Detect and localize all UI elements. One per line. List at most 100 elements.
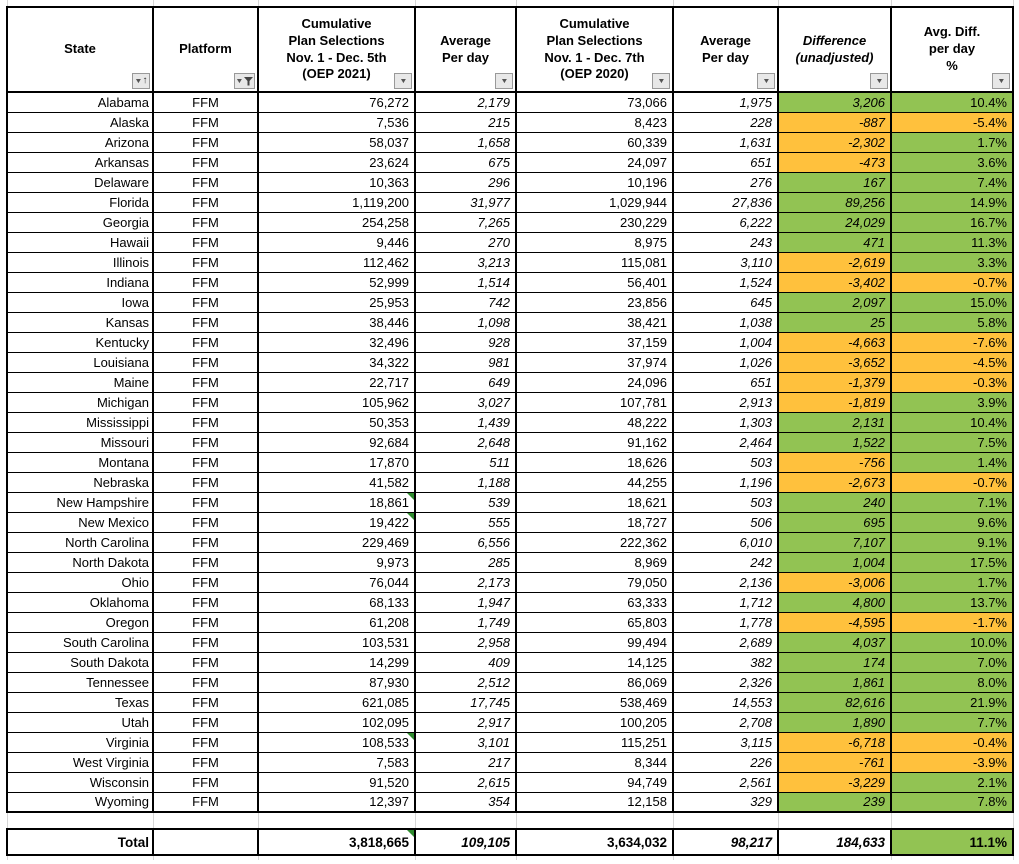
state-cell[interactable]: South Dakota — [6, 651, 154, 673]
state-cell[interactable]: Delaware — [6, 171, 154, 193]
platform-cell[interactable]: FFM — [152, 711, 259, 733]
cum-2021-cell[interactable]: 1,119,200 — [257, 191, 416, 213]
avg-2021-cell[interactable]: 2,648 — [414, 431, 517, 453]
cum-2021-cell[interactable]: 22,717 — [257, 371, 416, 393]
state-cell[interactable]: Arizona — [6, 131, 154, 153]
avg-2021-cell[interactable]: 675 — [414, 151, 517, 173]
cum-2020-cell[interactable]: 65,803 — [515, 611, 674, 633]
avg-2020-cell[interactable]: 27,836 — [672, 191, 779, 213]
cum-2021-cell[interactable]: 7,536 — [257, 111, 416, 133]
avg-2021-cell[interactable]: 17,745 — [414, 691, 517, 713]
avg-2020-cell[interactable]: 503 — [672, 491, 779, 513]
avg-2020-cell[interactable]: 2,708 — [672, 711, 779, 733]
difference-cell[interactable]: 82,616 — [777, 691, 892, 713]
avg-2020-cell[interactable]: 2,464 — [672, 431, 779, 453]
avg-2021-cell[interactable]: 981 — [414, 351, 517, 373]
difference-cell[interactable]: 89,256 — [777, 191, 892, 213]
cum-2021-cell[interactable]: 52,999 — [257, 271, 416, 293]
difference-cell[interactable]: 2,097 — [777, 291, 892, 313]
cum-2020-cell[interactable]: 14,125 — [515, 651, 674, 673]
cum-2021-cell[interactable]: 621,085 — [257, 691, 416, 713]
difference-cell[interactable]: -887 — [777, 111, 892, 133]
platform-cell[interactable]: FFM — [152, 91, 259, 113]
platform-cell[interactable]: FFM — [152, 671, 259, 693]
cum-2021-cell[interactable]: 108,533 — [257, 731, 416, 753]
total-platform-cell[interactable] — [152, 828, 259, 856]
state-cell[interactable]: New Mexico — [6, 511, 154, 533]
difference-cell[interactable]: -3,652 — [777, 351, 892, 373]
cum-2021-cell[interactable]: 25,953 — [257, 291, 416, 313]
difference-cell[interactable]: 167 — [777, 171, 892, 193]
avg-2020-cell[interactable]: 2,136 — [672, 571, 779, 593]
pct-cell[interactable]: 15.0% — [890, 291, 1014, 313]
platform-cell[interactable]: FFM — [152, 331, 259, 353]
avg-2021-cell[interactable]: 2,615 — [414, 771, 517, 793]
avg-2021-cell[interactable]: 539 — [414, 491, 517, 513]
difference-cell[interactable]: 1,522 — [777, 431, 892, 453]
cum-2021-cell[interactable]: 50,353 — [257, 411, 416, 433]
platform-cell[interactable]: FFM — [152, 251, 259, 273]
pct-cell[interactable]: 14.9% — [890, 191, 1014, 213]
total-cum-2020-cell[interactable]: 3,634,032 — [515, 828, 674, 856]
avg-2020-cell[interactable]: 228 — [672, 111, 779, 133]
state-cell[interactable]: Missouri — [6, 431, 154, 453]
platform-cell[interactable]: FFM — [152, 231, 259, 253]
cum-2020-cell[interactable]: 8,344 — [515, 751, 674, 773]
cum-2020-cell[interactable]: 38,421 — [515, 311, 674, 333]
cum-2020-cell[interactable]: 23,856 — [515, 291, 674, 313]
platform-cell[interactable]: FFM — [152, 751, 259, 773]
platform-cell[interactable]: FFM — [152, 731, 259, 753]
avg-2020-cell[interactable]: 3,110 — [672, 251, 779, 273]
state-cell[interactable]: Wyoming — [6, 791, 154, 813]
difference-cell[interactable]: -6,718 — [777, 731, 892, 753]
pct-cell[interactable]: 10.4% — [890, 91, 1014, 113]
pct-cell[interactable]: -5.4% — [890, 111, 1014, 133]
difference-cell[interactable]: -3,402 — [777, 271, 892, 293]
platform-cell[interactable]: FFM — [152, 491, 259, 513]
cum-2021-cell[interactable]: 102,095 — [257, 711, 416, 733]
avg-2020-cell[interactable]: 1,026 — [672, 351, 779, 373]
avg-2021-cell[interactable]: 2,179 — [414, 91, 517, 113]
cum-2020-cell[interactable]: 12,158 — [515, 791, 674, 813]
state-cell[interactable]: Illinois — [6, 251, 154, 273]
difference-cell[interactable]: 1,890 — [777, 711, 892, 733]
platform-cell[interactable]: FFM — [152, 311, 259, 333]
total-avg-2021-cell[interactable]: 109,105 — [414, 828, 517, 856]
state-cell[interactable]: Arkansas — [6, 151, 154, 173]
cum-2021-cell[interactable]: 12,397 — [257, 791, 416, 813]
avg-2021-cell[interactable]: 742 — [414, 291, 517, 313]
state-cell[interactable]: Maine — [6, 371, 154, 393]
platform-cell[interactable]: FFM — [152, 391, 259, 413]
cum-2021-cell[interactable]: 9,973 — [257, 551, 416, 573]
pct-cell[interactable]: 17.5% — [890, 551, 1014, 573]
filter-button-avg-2020[interactable]: ▼ — [757, 73, 775, 89]
avg-2021-cell[interactable]: 285 — [414, 551, 517, 573]
pct-cell[interactable]: 7.8% — [890, 791, 1014, 813]
state-cell[interactable]: North Dakota — [6, 551, 154, 573]
cum-2021-cell[interactable]: 112,462 — [257, 251, 416, 273]
cum-2020-cell[interactable]: 48,222 — [515, 411, 674, 433]
cum-2020-cell[interactable]: 44,255 — [515, 471, 674, 493]
avg-2020-cell[interactable]: 14,553 — [672, 691, 779, 713]
pct-cell[interactable]: 13.7% — [890, 591, 1014, 613]
pct-cell[interactable]: 9.1% — [890, 531, 1014, 553]
pct-cell[interactable]: 2.1% — [890, 771, 1014, 793]
avg-2020-cell[interactable]: 3,115 — [672, 731, 779, 753]
cum-2021-cell[interactable]: 76,044 — [257, 571, 416, 593]
difference-cell[interactable]: -1,819 — [777, 391, 892, 413]
state-cell[interactable]: Tennessee — [6, 671, 154, 693]
avg-2020-cell[interactable]: 382 — [672, 651, 779, 673]
cum-2021-cell[interactable]: 103,531 — [257, 631, 416, 653]
avg-2021-cell[interactable]: 296 — [414, 171, 517, 193]
pct-cell[interactable]: 11.3% — [890, 231, 1014, 253]
pct-cell[interactable]: -0.3% — [890, 371, 1014, 393]
avg-2021-cell[interactable]: 215 — [414, 111, 517, 133]
difference-cell[interactable]: 3,206 — [777, 91, 892, 113]
difference-cell[interactable]: -2,302 — [777, 131, 892, 153]
cum-2021-cell[interactable]: 7,583 — [257, 751, 416, 773]
avg-2021-cell[interactable]: 1,947 — [414, 591, 517, 613]
difference-cell[interactable]: 239 — [777, 791, 892, 813]
pct-cell[interactable]: 8.0% — [890, 671, 1014, 693]
cum-2021-cell[interactable]: 32,496 — [257, 331, 416, 353]
state-cell[interactable]: Hawaii — [6, 231, 154, 253]
